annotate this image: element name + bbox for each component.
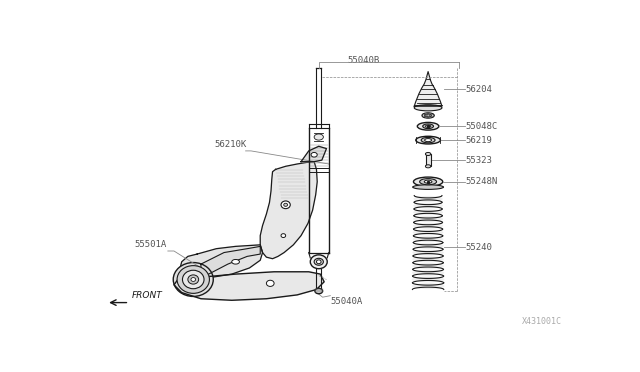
Polygon shape (301, 146, 326, 162)
Ellipse shape (413, 230, 444, 235)
Ellipse shape (426, 153, 431, 155)
Ellipse shape (425, 114, 431, 117)
Ellipse shape (266, 280, 274, 286)
Ellipse shape (412, 256, 444, 262)
Ellipse shape (314, 258, 323, 265)
Polygon shape (201, 246, 260, 274)
Text: 55048C: 55048C (466, 122, 498, 131)
Ellipse shape (413, 223, 444, 229)
Polygon shape (174, 272, 324, 300)
Ellipse shape (413, 236, 444, 242)
Text: 55040B: 55040B (348, 55, 380, 64)
Text: 56210K: 56210K (215, 140, 247, 150)
Ellipse shape (412, 250, 444, 256)
Ellipse shape (427, 114, 429, 117)
Text: 55501A: 55501A (134, 240, 166, 250)
Ellipse shape (426, 125, 431, 128)
Ellipse shape (315, 288, 323, 294)
Ellipse shape (412, 276, 444, 282)
Ellipse shape (426, 165, 431, 168)
Ellipse shape (422, 113, 435, 118)
Ellipse shape (424, 139, 431, 142)
Ellipse shape (314, 134, 323, 140)
Text: 55248N: 55248N (466, 177, 498, 186)
Text: 56204: 56204 (466, 85, 493, 94)
Ellipse shape (310, 255, 327, 269)
Ellipse shape (311, 153, 317, 157)
Ellipse shape (412, 270, 444, 276)
Ellipse shape (182, 270, 204, 289)
Text: 55240: 55240 (466, 243, 493, 252)
Ellipse shape (422, 114, 424, 117)
Ellipse shape (281, 201, 291, 209)
Ellipse shape (431, 114, 434, 117)
Ellipse shape (413, 203, 443, 209)
Ellipse shape (412, 263, 444, 269)
Ellipse shape (412, 283, 445, 289)
Ellipse shape (417, 122, 439, 130)
Ellipse shape (413, 177, 443, 186)
Ellipse shape (421, 137, 435, 143)
Ellipse shape (414, 105, 442, 111)
Ellipse shape (413, 216, 443, 222)
Bar (426, 154, 431, 166)
Ellipse shape (188, 275, 198, 284)
Ellipse shape (416, 136, 440, 144)
Ellipse shape (232, 260, 239, 264)
Ellipse shape (316, 260, 321, 264)
Text: X431001C: X431001C (522, 317, 562, 326)
Ellipse shape (413, 209, 443, 215)
Ellipse shape (177, 266, 209, 294)
Text: 55323: 55323 (466, 155, 493, 165)
Text: 56219: 56219 (466, 136, 493, 145)
Text: FRONT: FRONT (132, 291, 163, 300)
Polygon shape (180, 245, 262, 278)
Ellipse shape (413, 243, 444, 249)
Ellipse shape (281, 234, 285, 238)
Ellipse shape (424, 180, 432, 183)
Ellipse shape (422, 124, 433, 129)
Polygon shape (414, 71, 442, 106)
Text: 55040A: 55040A (330, 297, 362, 306)
Ellipse shape (173, 263, 213, 296)
Polygon shape (260, 162, 317, 259)
Ellipse shape (413, 196, 443, 202)
Ellipse shape (413, 185, 444, 189)
Ellipse shape (420, 179, 436, 185)
Ellipse shape (284, 203, 287, 206)
Ellipse shape (191, 278, 196, 281)
